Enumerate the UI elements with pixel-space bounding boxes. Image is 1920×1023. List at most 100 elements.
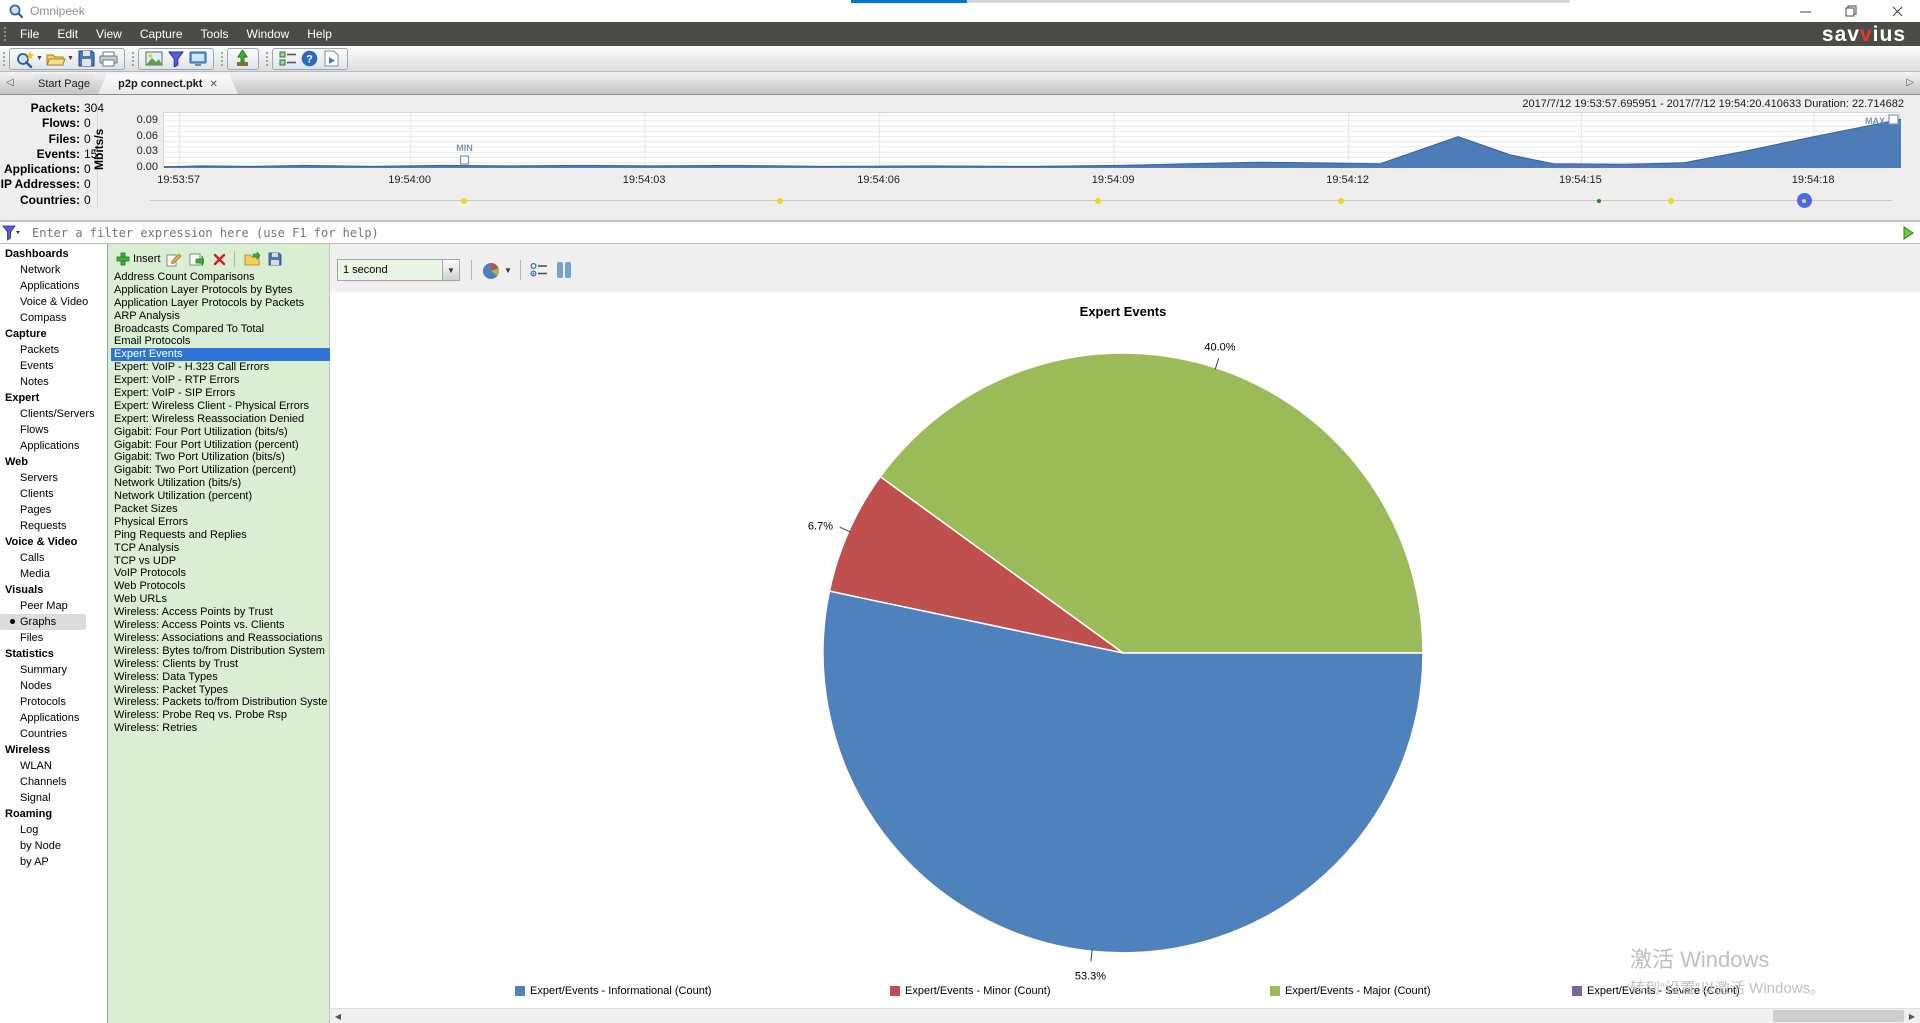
tab-scroll-left-icon[interactable]: ◁ [6, 77, 14, 88]
close-button[interactable] [1874, 0, 1920, 22]
graph-list-item[interactable]: Expert: VoIP - RTP Errors [114, 374, 240, 387]
tab-start-page[interactable]: Start Page [26, 74, 102, 94]
open-icon[interactable] [46, 50, 66, 68]
graph-list-item[interactable]: Packet Sizes [114, 503, 178, 516]
capture-image-icon[interactable] [144, 50, 164, 68]
menu-window[interactable]: Window [246, 27, 290, 41]
graph-list-item[interactable]: Web Protocols [114, 580, 186, 593]
graph-list-item[interactable]: Wireless: Packets to/from Distribution S… [114, 696, 328, 709]
sidebar-item-files[interactable]: Files [20, 632, 44, 644]
export-graph-icon[interactable] [265, 250, 285, 268]
graph-list-item[interactable]: Gigabit: Four Port Utilization (bits/s) [114, 425, 288, 438]
graph-list-item[interactable]: Gigabit: Four Port Utilization (percent) [114, 438, 299, 451]
min-marker[interactable] [459, 155, 470, 165]
sidebar-item-clients-servers[interactable]: Clients/Servers [20, 408, 95, 420]
graph-list-item[interactable]: Network Utilization (percent) [114, 490, 253, 503]
sidebar-item-calls[interactable]: Calls [20, 552, 45, 564]
horizontal-scrollbar[interactable]: ◀ ▶ [330, 1008, 1920, 1023]
delete-graph-icon[interactable] [210, 250, 230, 268]
timeline-slider-track[interactable] [150, 200, 1892, 201]
interval-select[interactable]: 1 second ▼ [337, 259, 460, 281]
graph-list-item[interactable]: Broadcasts Compared To Total [114, 322, 265, 335]
graph-list-item[interactable]: Ping Requests and Replies [114, 528, 247, 541]
compass-icon[interactable] [233, 50, 253, 68]
graph-list-item[interactable]: Wireless: Packet Types [114, 683, 229, 696]
view-options-icon[interactable] [278, 50, 298, 68]
resources-icon[interactable] [322, 50, 342, 68]
sidebar-item-requests[interactable]: Requests [20, 520, 67, 532]
menu-view[interactable]: View [96, 27, 122, 41]
sidebar-item-channels[interactable]: Channels [20, 776, 67, 788]
sidebar-item-flows[interactable]: Flows [20, 424, 49, 436]
graph-list-item[interactable]: Network Utilization (bits/s) [114, 477, 242, 490]
max-marker[interactable] [1888, 114, 1899, 125]
sidebar-item-signal[interactable]: Signal [20, 792, 51, 804]
sidebar-item-protocols[interactable]: Protocols [20, 696, 66, 708]
scroll-right-icon[interactable]: ▶ [1904, 1009, 1920, 1023]
restore-button[interactable] [1828, 0, 1874, 22]
graph-list-item[interactable]: Wireless: Bytes to/from Distribution Sys… [114, 644, 325, 657]
graph-list-item[interactable]: Expert: VoIP - SIP Errors [114, 387, 236, 400]
sidebar-item-peer-map[interactable]: Peer Map [20, 600, 68, 612]
insert-graph-button[interactable]: Insert [116, 252, 161, 266]
interval-dropdown-icon[interactable]: ▼ [442, 260, 459, 280]
menu-help[interactable]: Help [307, 27, 332, 41]
graph-list-item[interactable]: Gigabit: Two Port Utilization (bits/s) [114, 451, 285, 464]
print-icon[interactable] [99, 50, 119, 68]
graph-list-item[interactable]: Application Layer Protocols by Packets [114, 296, 305, 309]
graph-list-item[interactable]: Gigabit: Two Port Utilization (percent) [114, 464, 296, 477]
sidebar-item-network[interactable]: Network [20, 264, 61, 276]
menu-tools[interactable]: Tools [200, 27, 229, 41]
graph-list-item[interactable]: Wireless: Probe Req vs. Probe Rsp [114, 709, 288, 722]
sidebar-item-notes[interactable]: Notes [20, 376, 49, 388]
sidebar-item-servers[interactable]: Servers [20, 472, 58, 484]
tab-p2p-connect-pkt[interactable]: p2p connect.pkt ✕ [98, 74, 238, 94]
graph-list-item[interactable]: Wireless: Retries [114, 722, 198, 735]
graph-list-item[interactable]: TCP Analysis [114, 541, 180, 554]
monitor-icon[interactable] [188, 50, 208, 68]
graph-list-item[interactable]: ARP Analysis [114, 309, 180, 322]
scrollbar-thumb[interactable] [1773, 1010, 1904, 1022]
graph-list-item[interactable]: Wireless: Access Points vs. Clients [114, 619, 285, 632]
sidebar-item-by-node[interactable]: by Node [20, 840, 61, 852]
graph-list-item[interactable]: Physical Errors [114, 515, 188, 528]
graph-list-item[interactable]: Email Protocols [114, 335, 191, 348]
menu-edit[interactable]: Edit [57, 27, 79, 41]
graph-list-item[interactable]: Application Layer Protocols by Bytes [114, 283, 293, 296]
filters-icon[interactable] [166, 50, 186, 68]
sidebar-item-clients[interactable]: Clients [20, 488, 54, 500]
sidebar-item-graphs[interactable]: Graphs [0, 614, 86, 630]
sidebar-item-compass[interactable]: Compass [20, 312, 67, 324]
sidebar-item-wlan[interactable]: WLAN [20, 760, 52, 772]
sidebar-item-applications[interactable]: Applications [20, 712, 80, 724]
menu-capture[interactable]: Capture [139, 27, 183, 41]
sidebar-item-by-ap[interactable]: by AP [20, 856, 49, 868]
chart-type-icon[interactable] [480, 259, 502, 281]
graph-list-item[interactable]: Wireless: Data Types [114, 670, 218, 683]
graph-list-item[interactable]: Expert: Wireless Client - Physical Error… [114, 399, 309, 412]
sidebar-item-applications[interactable]: Applications [20, 440, 80, 452]
edit-graph-icon[interactable] [164, 250, 184, 268]
save-icon[interactable] [77, 50, 97, 68]
filter-expression-input[interactable] [32, 224, 1882, 242]
minimize-button[interactable] [1782, 0, 1828, 22]
graph-list-item[interactable]: Expert Events [111, 348, 330, 362]
sidebar-item-events[interactable]: Events [20, 360, 54, 372]
sidebar-item-pages[interactable]: Pages [20, 504, 52, 516]
import-graph-icon[interactable] [242, 250, 262, 268]
graph-list-item[interactable]: Wireless: Access Points by Trust [114, 606, 273, 619]
graph-list-item[interactable]: Wireless: Clients by Trust [114, 657, 239, 670]
graph-list-item[interactable]: TCP vs UDP [114, 554, 177, 567]
graph-list-item[interactable]: VoIP Protocols [114, 567, 186, 580]
open-in-window-icon[interactable] [187, 250, 207, 268]
tab-close-icon[interactable]: ✕ [209, 78, 218, 90]
header-expand-icon[interactable]: ▷ [1906, 77, 1914, 88]
sidebar-item-packets[interactable]: Packets [20, 344, 60, 356]
slider-knob[interactable] [1796, 193, 1812, 208]
sidebar-item-summary[interactable]: Summary [20, 664, 68, 676]
graph-list-item[interactable]: Wireless: Associations and Reassociation… [114, 631, 323, 644]
menu-file[interactable]: File [20, 27, 40, 41]
pause-icon[interactable] [554, 261, 574, 279]
chart-type-dropdown-icon[interactable]: ▼ [504, 265, 512, 275]
help-icon[interactable]: ? [300, 50, 320, 68]
